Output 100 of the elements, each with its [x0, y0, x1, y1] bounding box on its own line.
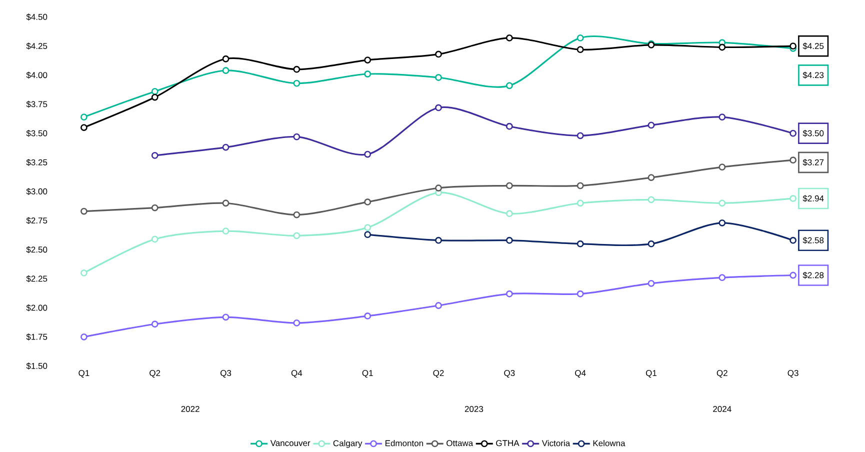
- point: [648, 196, 655, 204]
- point: [506, 34, 513, 42]
- point: [790, 195, 797, 202]
- point: [506, 290, 513, 298]
- point: [648, 240, 655, 248]
- point: [576, 290, 584, 298]
- legend-label: Calgary: [333, 440, 362, 448]
- point: [648, 280, 655, 287]
- point: [718, 274, 726, 282]
- point: [790, 236, 797, 244]
- y-tick-label: $3.50: [26, 130, 48, 137]
- y-tick-label: $2.00: [26, 304, 48, 312]
- point: [435, 104, 442, 112]
- legend-label: Victoria: [542, 440, 570, 446]
- x-tick-label: Q3: [504, 370, 515, 378]
- x-tick-label: Q2: [433, 370, 444, 378]
- point: [576, 46, 584, 54]
- data-label: $2.58: [802, 236, 824, 244]
- point: [506, 182, 513, 190]
- point: [648, 122, 655, 129]
- point: [364, 56, 372, 64]
- point: [576, 34, 584, 42]
- point: [151, 204, 158, 212]
- point: [790, 156, 797, 164]
- data-label: $3.27: [802, 158, 824, 166]
- data-label: $2.94: [802, 195, 824, 202]
- x-tick-label: Q1: [362, 370, 373, 378]
- x-tick-label: Q2: [716, 370, 728, 378]
- legend-label: GTHA: [496, 440, 520, 446]
- point: [151, 94, 158, 101]
- point: [222, 200, 230, 207]
- point: [435, 302, 442, 309]
- point: [293, 211, 300, 218]
- point: [151, 236, 158, 243]
- y-tick-label: $2.75: [26, 217, 48, 224]
- legend-label: Kelowna: [593, 440, 626, 446]
- data-label: $4.25: [802, 42, 824, 50]
- point: [222, 67, 230, 74]
- point: [790, 130, 797, 137]
- x-tick-label: Q2: [150, 370, 160, 378]
- point: [80, 269, 88, 276]
- point: [576, 182, 584, 190]
- legend-label: Ottawa: [446, 440, 474, 446]
- point: [718, 200, 726, 207]
- y-tick-label: $1.50: [26, 362, 48, 370]
- legend-label: Edmonton: [386, 440, 424, 446]
- point: [506, 82, 513, 90]
- point: [435, 184, 442, 192]
- x-tick-label: Q4: [291, 370, 302, 378]
- x-tick-label: Q3: [220, 370, 232, 378]
- point: [293, 80, 300, 87]
- point: [293, 66, 300, 73]
- y-tick-label: $1.75: [26, 333, 48, 340]
- y-tick-label: $4.50: [26, 14, 48, 20]
- point: [576, 200, 584, 207]
- y-tick-label: $3.00: [26, 188, 48, 195]
- legend-label: Vancouver: [270, 440, 310, 446]
- point: [293, 133, 300, 140]
- data-label: $3.50: [802, 130, 824, 137]
- y-tick-label: $2.25: [26, 275, 48, 282]
- point: [364, 198, 372, 206]
- point: [506, 236, 513, 244]
- point: [718, 164, 726, 171]
- point: [435, 74, 442, 81]
- y-tick-label: $4.25: [26, 42, 48, 50]
- point: [293, 232, 300, 240]
- point: [151, 320, 158, 328]
- point: [718, 219, 726, 226]
- y-tick-label: $3.25: [26, 158, 48, 166]
- point: [80, 208, 88, 215]
- x-tick-label: Q1: [78, 370, 90, 378]
- y-tick-label: $2.50: [26, 246, 48, 254]
- point: [222, 55, 230, 62]
- point: [576, 132, 584, 140]
- point: [364, 70, 372, 78]
- text: 2022: [181, 406, 200, 412]
- point: [435, 50, 442, 58]
- point: [222, 228, 230, 234]
- text: 2024: [713, 406, 732, 412]
- x-tick-label: Q1: [646, 370, 656, 378]
- point: [790, 272, 797, 279]
- point: [576, 240, 584, 248]
- text: 2023: [464, 406, 484, 412]
- data-label: $4.23: [802, 72, 824, 79]
- point: [151, 152, 158, 159]
- point: [506, 210, 513, 218]
- point: [222, 314, 230, 321]
- point: [80, 114, 88, 120]
- point: [364, 231, 372, 238]
- point: [435, 236, 442, 244]
- y-tick-label: $3.75: [26, 100, 48, 108]
- point: [222, 144, 230, 151]
- data-label: $2.28: [802, 272, 824, 279]
- point: [648, 174, 655, 181]
- y-tick-label: $4.00: [26, 72, 48, 79]
- point: [718, 44, 726, 51]
- point: [718, 114, 726, 120]
- x-tick-label: Q4: [575, 370, 586, 378]
- point: [151, 88, 158, 95]
- point: [364, 224, 372, 232]
